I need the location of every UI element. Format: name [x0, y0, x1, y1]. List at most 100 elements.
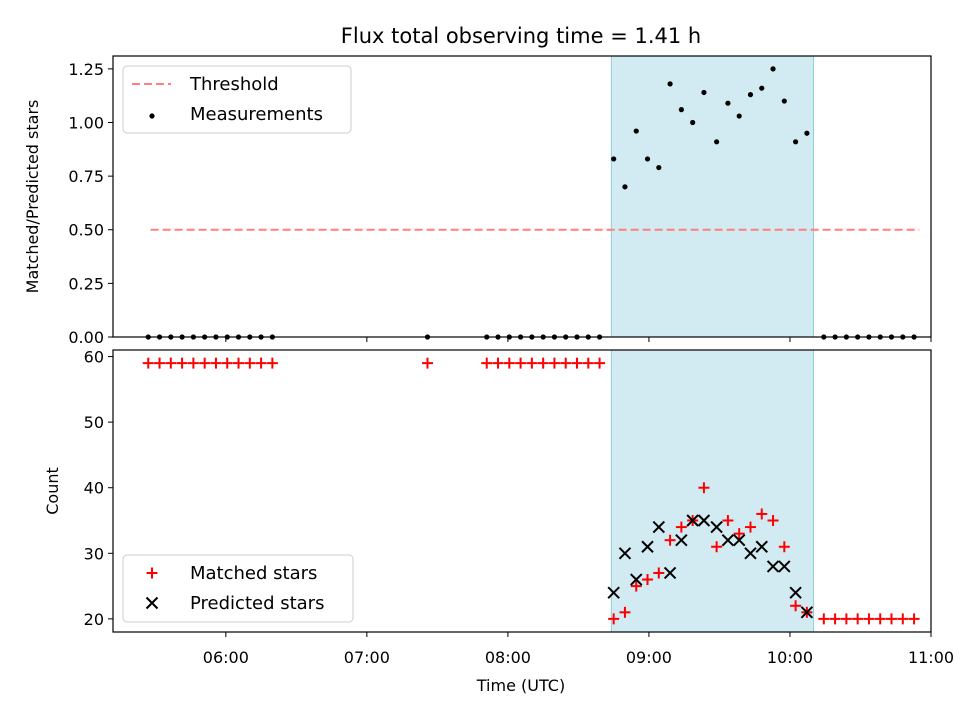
measurement-point: [714, 139, 720, 145]
measurement-point: [725, 100, 731, 106]
legend-plus-marker: [146, 567, 158, 579]
matched-star-point: [142, 357, 154, 369]
x-tick-label: 06:00: [203, 648, 249, 667]
matched-star-point: [767, 515, 779, 527]
bottom-y-axis-label: Count: [43, 467, 62, 515]
matched-star-point: [653, 567, 665, 579]
bottom-y-tick-label: 60: [84, 348, 104, 367]
legend-threshold-label: Threshold: [189, 74, 279, 95]
predicted-star-point: [641, 540, 654, 553]
top-y-axis-label: Matched/Predicted stars: [23, 100, 42, 294]
matched-star-point: [818, 613, 830, 625]
top-observing-window: [610, 55, 814, 338]
top-y-tick-label: 0.25: [68, 274, 104, 293]
legend-predicted-swatch: [145, 596, 159, 610]
predicted-star-point: [710, 520, 723, 534]
bottom-axes-frame: [112, 349, 932, 633]
measurement-point: [701, 89, 707, 96]
matched-star-point: [526, 357, 538, 369]
measurement-point: [781, 98, 787, 104]
predicted-star-point: [686, 514, 699, 527]
top-y-tick-label: 1.25: [68, 60, 104, 79]
matched-star-point: [778, 541, 790, 553]
x-tick-label: 09:00: [626, 648, 672, 667]
matched-star-point: [756, 508, 768, 520]
bottom-y-tick-label: 40: [84, 479, 104, 498]
matched-star-point: [537, 357, 549, 369]
top-x-ticks: [225, 337, 932, 342]
top-legend-box: [122, 65, 352, 134]
matched-star-point: [608, 613, 620, 625]
measurement-point: [747, 92, 754, 98]
predicted-star-point: [755, 540, 768, 553]
bottom-y-ticks: 20 30 40 50 60: [84, 348, 113, 629]
predicted-star-point: [618, 547, 632, 560]
measurement-point: [656, 164, 662, 171]
matched-star-point: [594, 357, 606, 369]
top-y-tick-label: 0.50: [68, 221, 104, 240]
matched-star-point: [863, 613, 875, 625]
matched-star-point: [515, 357, 527, 369]
measurement-point: [690, 119, 696, 126]
matched-star-point: [664, 534, 676, 546]
predicted-star-point: [744, 547, 757, 560]
bottom-y-tick-label: 50: [84, 413, 104, 432]
matched-star-point: [266, 357, 278, 369]
matched-star-point: [176, 357, 188, 369]
predicted-star-point: [789, 586, 802, 599]
matched-star-point: [571, 357, 583, 369]
matched-star-point: [187, 357, 199, 369]
legend-predicted-label: Predicted stars: [190, 593, 324, 614]
matched-star-point: [790, 600, 802, 612]
matched-star-point: [503, 357, 515, 369]
matched-star-point: [852, 613, 864, 625]
x-tick-label: 08:00: [485, 648, 531, 667]
bottom-x-ticks: 06:00 07:00 08:00 09:00 10:00 11:00: [203, 632, 954, 667]
matched-star-point: [886, 613, 898, 625]
matched-stars-points: [142, 357, 920, 625]
matched-star-point: [840, 613, 852, 625]
matched-star-point: [619, 606, 631, 618]
legend-measurements-swatch: [149, 113, 155, 119]
matched-star-point: [630, 580, 642, 592]
matched-star-point: [492, 357, 504, 369]
top-panel: 0.00 0.25 0.50 0.75 1.00 1.25 Matched/Predict…: [23, 55, 932, 347]
measurement-point: [678, 107, 684, 113]
predicted-star-point: [778, 560, 791, 573]
matched-star-point: [874, 613, 886, 625]
measurement-point: [633, 128, 639, 134]
matched-star-point: [698, 482, 710, 494]
top-y-ticks: 0.00 0.25 0.50 0.75 1.00 1.25: [68, 60, 113, 347]
matched-star-point: [233, 357, 245, 369]
x-tick-label: 07:00: [344, 648, 390, 667]
matched-star-point: [642, 574, 654, 586]
measurement-point: [611, 156, 617, 162]
predicted-star-point: [663, 566, 677, 580]
matched-star-point: [255, 357, 267, 369]
matched-star-point: [548, 357, 560, 369]
matched-star-point: [199, 357, 211, 369]
predicted-star-point: [630, 573, 643, 586]
chart-title: Flux total observing time = 1.41 h: [341, 24, 701, 48]
matched-star-point: [210, 357, 222, 369]
matched-star-point: [422, 357, 434, 369]
x-tick-label: 10:00: [767, 648, 813, 667]
legend-matched-swatch: [146, 567, 158, 579]
bottom-legend-box: [122, 554, 354, 623]
measurement-point: [736, 113, 742, 119]
measurement-point: [667, 81, 673, 87]
top-y-tick-label: 0.00: [68, 328, 104, 347]
bottom-panel: 20 30 40 50 60 06:00 07:00 08:00 09:00 10:00 11:0…: [43, 348, 954, 695]
matched-star-point: [908, 613, 920, 625]
x-tick-label: 11:00: [908, 648, 954, 667]
matched-star-point: [733, 528, 745, 540]
top-axes-frame: [112, 55, 932, 338]
x-axis-label: Time (UTC): [476, 676, 565, 695]
measurement-point: [759, 85, 765, 91]
matched-star-point: [582, 357, 594, 369]
matched-star-point: [829, 613, 841, 625]
measurement-point: [770, 66, 776, 72]
legend-x-marker: [145, 596, 159, 610]
matched-star-point: [711, 541, 723, 553]
